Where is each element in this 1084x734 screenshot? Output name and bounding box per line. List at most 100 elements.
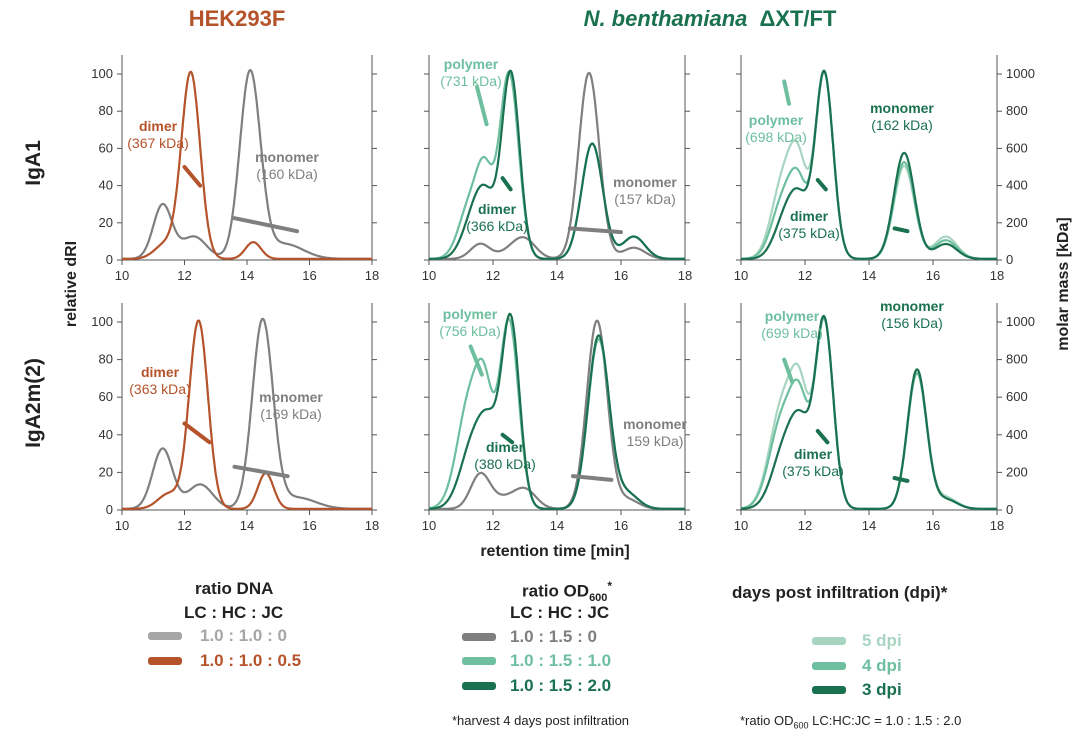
y-tick-label-right-p3: 1000 <box>1006 66 1035 81</box>
x-tick-label-p5: 10 <box>422 518 436 533</box>
molar-mass-p2-1 <box>500 176 513 192</box>
legend-dpi-line-0 <box>812 637 846 645</box>
annotation-p4_monomer-title: monomer <box>259 389 323 405</box>
title-nb-italic: N. benthamiana <box>584 6 748 31</box>
legend-od-line-1 <box>462 657 496 665</box>
x-tick-label-p6: 14 <box>862 518 876 533</box>
x-tick-label-p4: 10 <box>115 518 129 533</box>
y-axis-label-left: relative dRI <box>63 241 80 327</box>
annotation-p2_polymer-value: (731 kDa) <box>440 73 501 89</box>
y-tick-label-left-p1: 100 <box>91 66 113 81</box>
x-tick-label-p1: 12 <box>177 268 191 283</box>
annotation-p5_dimer-value: (380 kDa) <box>474 456 535 472</box>
series-line-p1-0 <box>121 69 373 260</box>
title-nb: N. benthamiana ΔXT/FT <box>584 6 837 31</box>
y-tick-label-left-p1: 40 <box>99 178 113 193</box>
molar-mass-p6-0 <box>782 357 795 385</box>
molar-mass-p5-0 <box>468 344 484 377</box>
x-tick-label-p4: 16 <box>302 518 316 533</box>
y-tick-label-left-p4: 20 <box>99 464 113 479</box>
x-tick-label-p5: 14 <box>550 518 564 533</box>
legend-dpi-line-2 <box>812 686 846 694</box>
annotation-p6_polymer-value: (699 kDa) <box>761 325 822 341</box>
y-tick-label-right-p3: 400 <box>1006 178 1028 193</box>
annotation-p3_monomer-title: monomer <box>870 100 934 116</box>
x-tick-label-p3: 18 <box>990 268 1004 283</box>
x-tick-label-p2: 12 <box>486 268 500 283</box>
molar-mass-p3-0 <box>782 79 791 106</box>
title-nb-suffix: ΔXT/FT <box>760 6 837 31</box>
legend-od-subtitle: LC : HC : JC <box>510 603 610 622</box>
legend-od-title-main: ratio OD <box>522 581 590 601</box>
x-tick-label-p3: 12 <box>798 268 812 283</box>
x-tick-label-p6: 18 <box>990 518 1004 533</box>
legend-od-note: *harvest 4 days post infiltration <box>452 713 630 728</box>
legend-dpi-note-sub: 600 <box>793 720 809 731</box>
legend-dpi-title: days post infiltration (dpi)* <box>732 583 948 602</box>
annotation-p3_dimer-title: dimer <box>790 208 829 224</box>
x-tick-label-p6: 16 <box>926 518 940 533</box>
y-tick-label-left-p4: 80 <box>99 352 113 367</box>
molar-mass-p1-0 <box>182 165 203 188</box>
annotation-p2_monomer-title: monomer <box>613 174 677 190</box>
annotation-p5_dimer-title: dimer <box>486 439 525 455</box>
annotation-p5_monomer-title: monomer <box>623 416 687 432</box>
series-line-p6-2 <box>740 314 998 510</box>
annotation-p3_polymer-title: polymer <box>749 112 804 128</box>
legend-od-title-sub: 600 <box>589 592 608 605</box>
y-tick-label-right-p6: 800 <box>1006 352 1028 367</box>
x-tick-label-p2: 16 <box>614 268 628 283</box>
series-line-p1-1 <box>121 70 373 260</box>
y-tick-label-right-p6: 1000 <box>1006 314 1035 329</box>
annotation-p4_monomer-value: (169 kDa) <box>260 406 321 422</box>
series-line-p5-1 <box>428 317 686 510</box>
annotation-p6_polymer-title: polymer <box>765 308 820 324</box>
molar-mass-p3-2 <box>892 226 910 234</box>
y-tick-label-right-p6: 0 <box>1006 502 1013 517</box>
x-tick-label-p6: 10 <box>734 518 748 533</box>
series-line-p2-2 <box>428 69 686 260</box>
legend-dna-subtitle: LC : HC : JC <box>184 603 284 622</box>
x-tick-label-p5: 18 <box>678 518 692 533</box>
legend-dna-line-1 <box>148 657 182 665</box>
annotation-p6_monomer-value: (156 kDa) <box>881 315 942 331</box>
annotation-p4_dimer-value: (363 kDa) <box>129 381 190 397</box>
legend-od-label-2: 1.0 : 1.5 : 2.0 <box>510 676 612 695</box>
annotation-p2_dimer-title: dimer <box>478 201 517 217</box>
x-axis-label: retention time [min] <box>480 543 629 560</box>
y-tick-label-right-p3: 0 <box>1006 252 1013 267</box>
panel-p6: 10 12 14 16 180 200 400 600 800 1000 polymer(699 k… <box>734 298 1035 533</box>
legend-od-line-0 <box>462 633 496 641</box>
x-tick-label-p2: 10 <box>422 268 436 283</box>
legend-od-title-star: * <box>607 579 613 593</box>
legend-dpi-note: *ratio OD600 LC:HC:JC = 1.0 : 1.5 : 2.0 <box>740 713 961 731</box>
annotation-p5_monomer-value: 159 kDa) <box>627 433 684 449</box>
y-axis-label-right: molar mass [kDa] <box>1055 217 1072 350</box>
molar-mass-p4-0 <box>182 421 212 445</box>
x-tick-label-p2: 14 <box>550 268 564 283</box>
panel-p4: 10 12 14 16 18 0 20 40 60 80 100 dimer(363 kDa) mono… <box>91 303 379 533</box>
annotation-p4_dimer-title: dimer <box>141 364 180 380</box>
y-tick-label-left-p4: 60 <box>99 389 113 404</box>
molar-mass-p3-1 <box>815 178 828 192</box>
annotation-p5_polymer-title: polymer <box>443 306 498 322</box>
annotation-p3_polymer-value: (698 kDa) <box>745 129 806 145</box>
annotation-p6_monomer-title: monomer <box>880 298 944 314</box>
y-tick-label-right-p3: 200 <box>1006 215 1028 230</box>
annotation-p1_dimer-title: dimer <box>139 118 178 134</box>
legend-dna-line-0 <box>148 632 182 640</box>
series-line-p5-0 <box>428 319 686 510</box>
panel-p3: 10 12 14 16 180 200 400 600 800 1000 polymer(698 k… <box>734 55 1035 283</box>
annotation-p1_monomer-value: (160 kDa) <box>256 166 317 182</box>
annotation-p1_dimer-value: (367 kDa) <box>127 135 188 151</box>
molar-mass-p6-1 <box>815 429 830 445</box>
series-line-p6-1 <box>740 316 998 510</box>
molar-mass-p1-1 <box>232 216 299 234</box>
legend-od-label-0: 1.0 : 1.5 : 0 <box>510 627 597 646</box>
annotation-p1_monomer-title: monomer <box>255 149 319 165</box>
x-tick-label-p4: 14 <box>240 518 254 533</box>
molar-mass-p2-2 <box>567 226 623 235</box>
molar-mass-p4-1 <box>232 464 290 479</box>
annotation-p2_monomer-value: (157 kDa) <box>614 191 675 207</box>
